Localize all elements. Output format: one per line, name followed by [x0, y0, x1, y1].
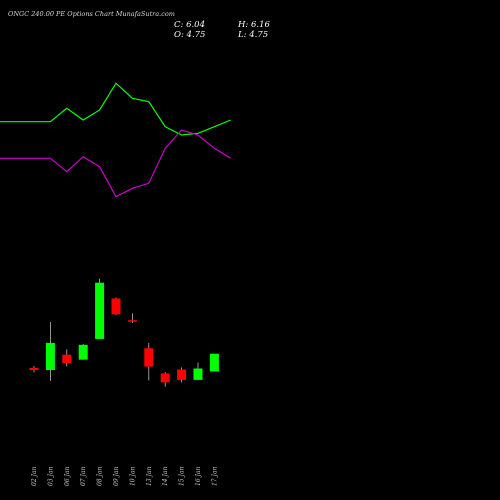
candle-body-down	[160, 373, 170, 383]
lower-indicator-line	[0, 129, 232, 198]
x-tick-label: 14 Jan	[162, 466, 169, 486]
candle-02-jan	[29, 366, 39, 373]
x-tick-label: 17 Jan	[211, 466, 218, 486]
ohlc-close: C: 6.04	[174, 20, 205, 30]
ohlc-high: H: 6.16	[237, 20, 270, 30]
candle-15-jan	[177, 367, 187, 383]
x-tick-label: 13 Jan	[146, 466, 153, 486]
candle-10-jan	[127, 313, 137, 324]
x-tick-label: 09 Jan	[113, 466, 120, 486]
candle-body-down	[127, 320, 137, 322]
x-tick-label: 08 Jan	[97, 466, 104, 486]
candle-body-up	[45, 342, 55, 371]
candle-03-jan	[45, 322, 55, 381]
candle-body-up	[193, 368, 203, 380]
candle-body-up	[209, 353, 219, 372]
chart-title: ONGC 240.00 PE Options Chart MunafaSutra…	[8, 10, 175, 18]
candle-body-up	[78, 344, 88, 360]
candle-07-jan	[78, 343, 88, 360]
x-tick-label: 15 Jan	[179, 466, 186, 486]
candle-17-jan	[209, 353, 219, 372]
candle-body-down	[62, 354, 72, 364]
candlesticks	[29, 278, 219, 387]
candle-14-jan	[160, 371, 170, 387]
x-tick-label: 10 Jan	[129, 466, 136, 486]
candle-body-down	[111, 298, 121, 315]
candle-13-jan	[144, 342, 154, 381]
x-tick-label: 06 Jan	[64, 466, 71, 486]
x-tick-label: 16 Jan	[195, 466, 202, 486]
x-tick-label: 02 Jan	[31, 466, 38, 486]
candle-09-jan	[111, 297, 121, 316]
indicator-lines	[0, 82, 232, 198]
candle-body-down	[29, 368, 39, 371]
candle-body-up	[95, 282, 105, 339]
candle-16-jan	[193, 362, 203, 381]
ohlc-low: L: 4.75	[237, 30, 268, 40]
x-tick-label: 07 Jan	[80, 466, 87, 486]
candle-body-down	[144, 348, 154, 367]
candle-body-down	[177, 369, 187, 380]
candle-06-jan	[62, 349, 72, 367]
ohlc-open: O: 4.75	[174, 30, 205, 40]
candle-08-jan	[95, 278, 105, 339]
x-tick-label: 03 Jan	[47, 466, 54, 486]
x-axis-tick-labels: 02 Jan 03 Jan 06 Jan 07 Jan 08 Jan 09 Jan 10 J…	[31, 466, 218, 486]
